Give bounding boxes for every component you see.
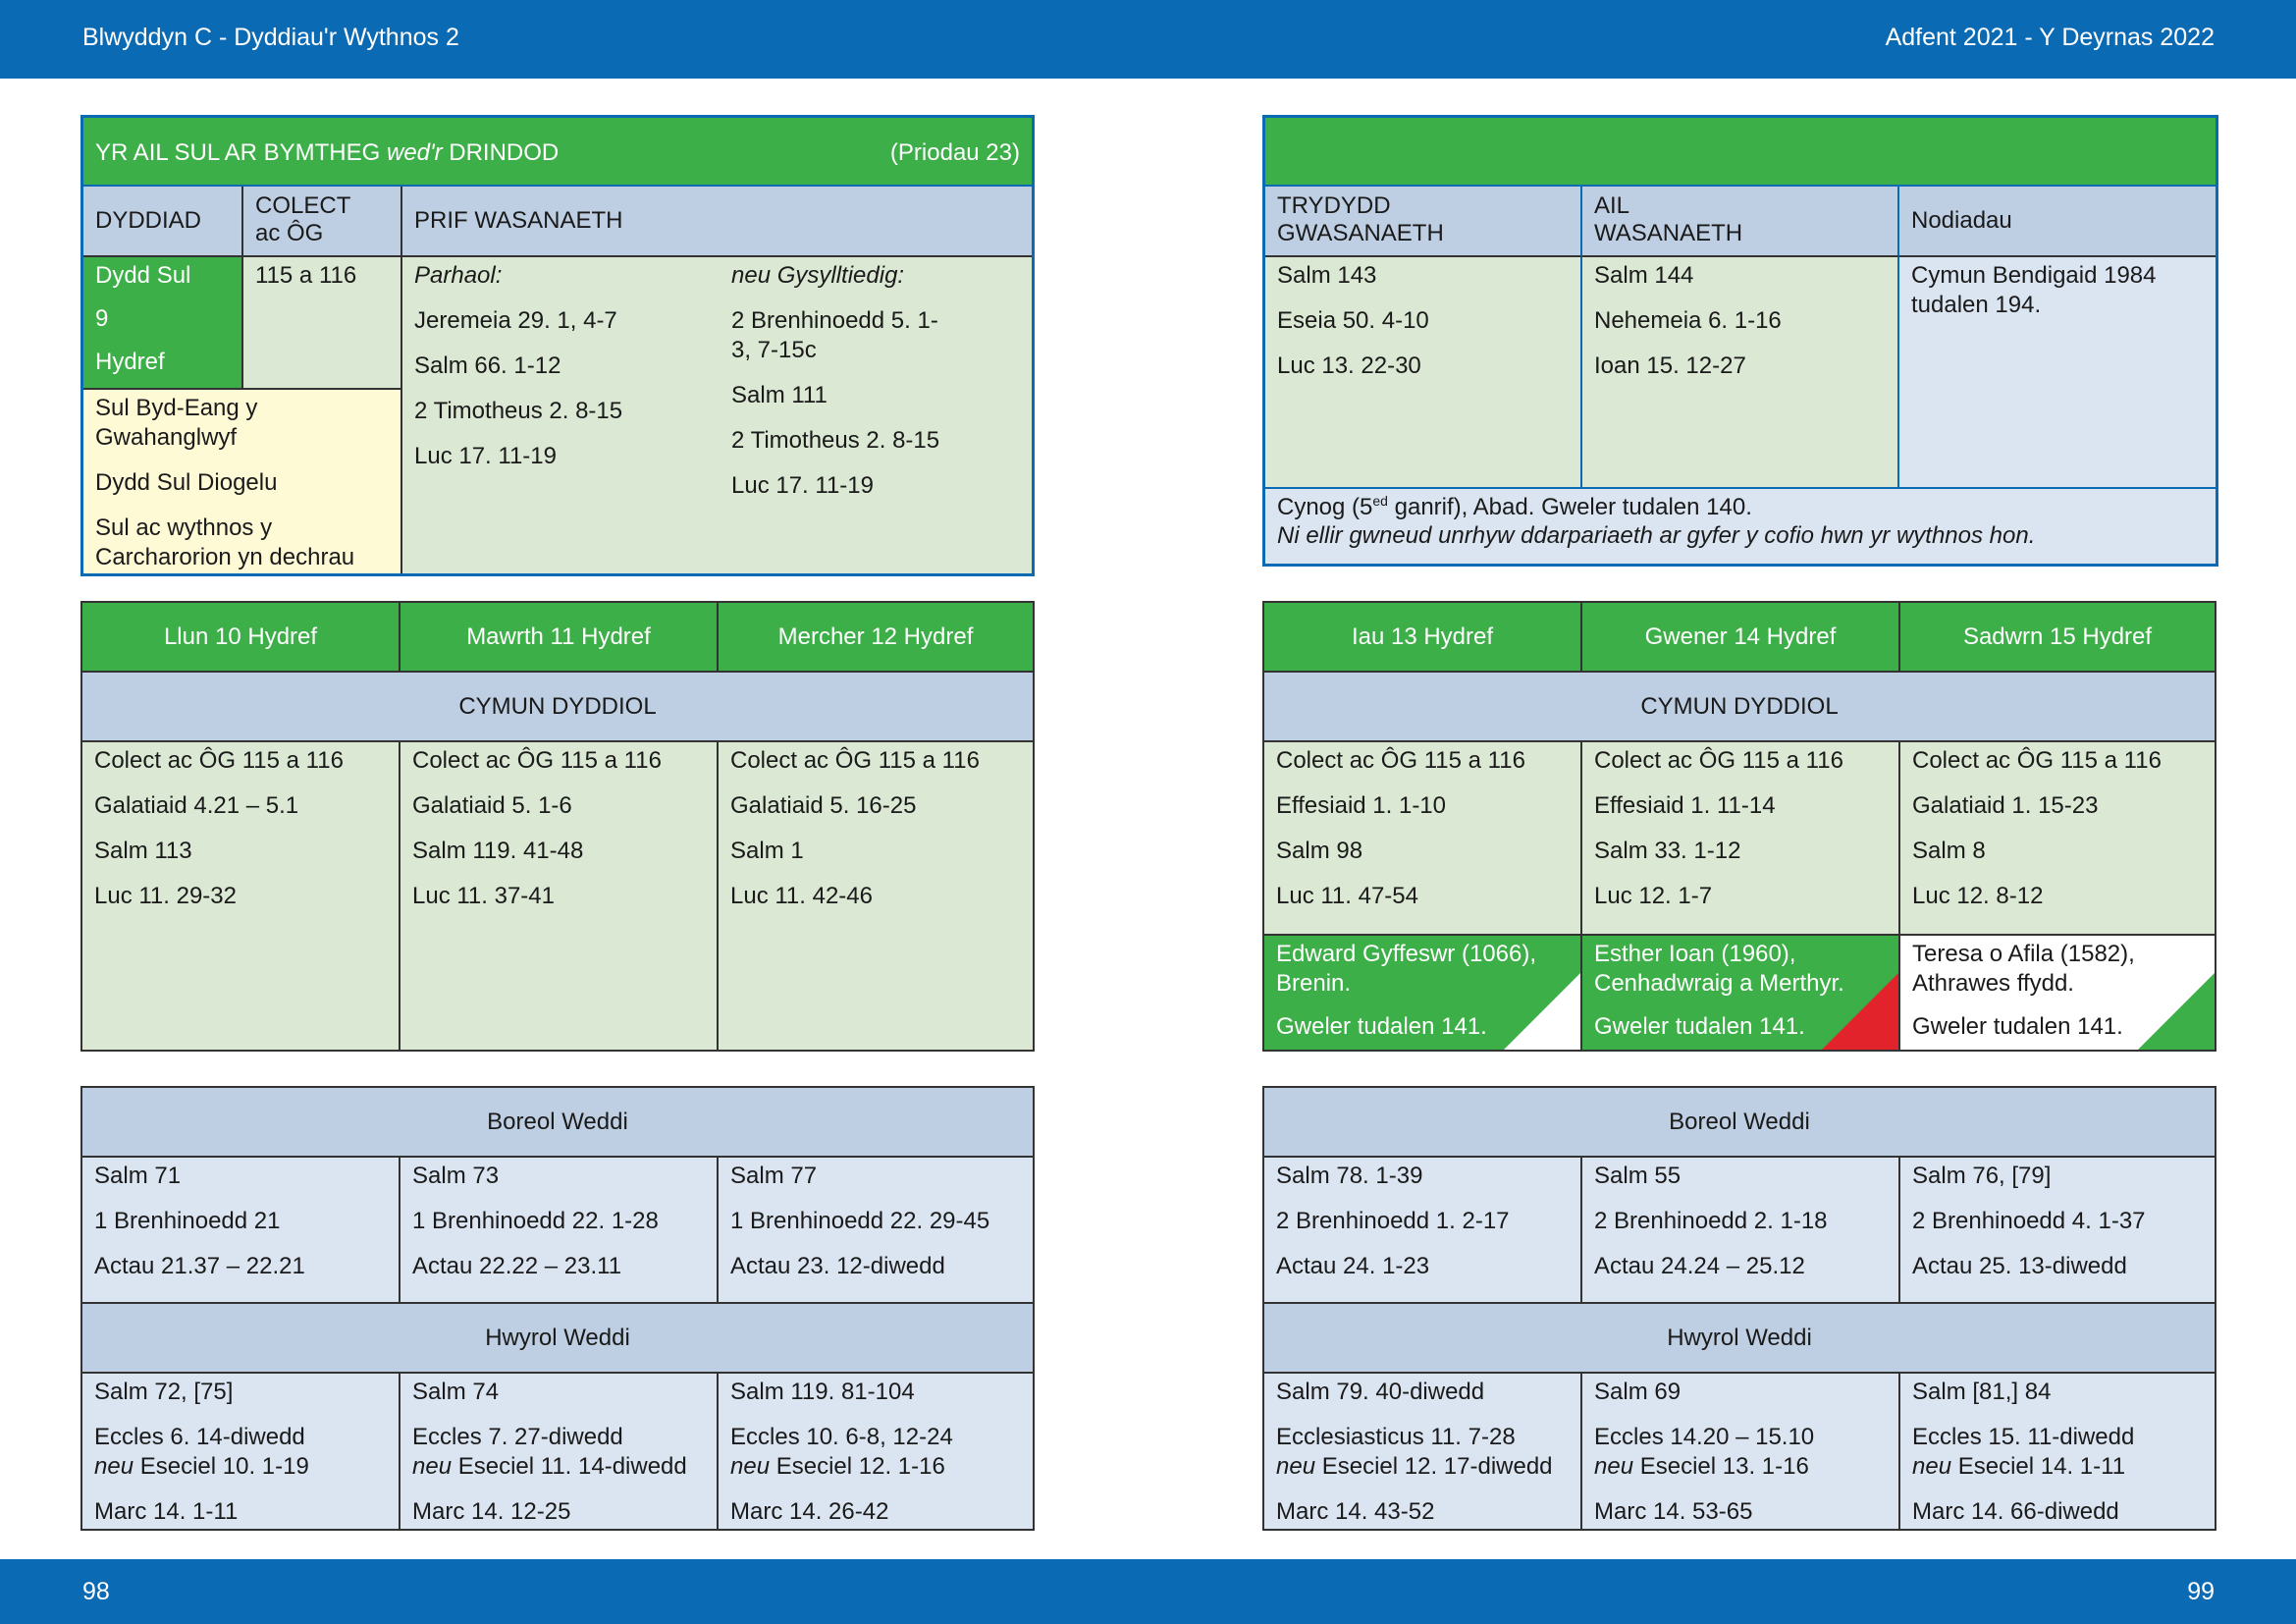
morning-fri: Salm 55 2 Brenhinoedd 2. 1-18 Actau 24.24 … (1582, 1158, 1900, 1304)
sunday-other-services-table: TRYDYDD GWASANAETH AIL WASANAETH Nodiadau … (1262, 115, 2218, 567)
morning-prayer-label: Boreol Weddi (82, 1088, 1035, 1158)
morning-prayer-label: Boreol Weddi (1264, 1088, 2216, 1158)
page-number-right: 99 (2187, 1578, 2215, 1605)
col-header-third-service: TRYDYDD GWASANAETH (1265, 187, 1582, 257)
col-header-main-service: PRIF WASANAETH (402, 187, 1032, 257)
readings-sat: Colect ac ÔG 115 a 116 Galatiaid 1. 15-23… (1900, 742, 2216, 936)
header-right-title: Adfent 2021 - Y Deyrnas 2022 (1885, 24, 2215, 51)
sunday-table: YR AIL SUL AR BYMTHEG wed'r DRINDOD (Pri… (80, 115, 1035, 576)
liturgical-colour-corner (2138, 973, 2215, 1050)
commemoration-fri: Esther Ioan (1960), Cenhadwraig a Merthy… (1582, 936, 1900, 1052)
morning-tue: Salm 73 1 Brenhinoedd 22. 1-28 Actau 22.22… (400, 1158, 719, 1304)
page-header: Blwyddyn C - Dyddiau'r Wythnos 2 Adfent … (0, 0, 2296, 79)
sunday-title-bar: YR AIL SUL AR BYMTHEG wed'r DRINDOD (Pri… (83, 118, 1032, 187)
commemoration-thu: Edward Gyffeswr (1066), Brenin. Gweler t… (1264, 936, 1582, 1052)
morning-mon: Salm 71 1 Brenhinoedd 21 Actau 21.37 – 22.… (82, 1158, 400, 1304)
daily-eucharist-label: CYMUN DYDDIOL (82, 673, 1035, 742)
commemoration-sat: Teresa o Afila (1582), Athrawes ffydd. G… (1900, 936, 2216, 1052)
sunday-notes: Cymun Bendigaid 1984 tudalen 194. (1899, 257, 2216, 489)
page-footer: 98 99 (0, 1559, 2296, 1624)
daily-office-table-right: Boreol Weddi Salm 78. 1-39 2 Brenhinoedd … (1262, 1086, 2216, 1531)
evening-prayer-label: Hwyrol Weddi (82, 1304, 1035, 1374)
col-header-date: DYDDIAD (83, 187, 243, 257)
sunday-observances: Sul Byd-Eang y Gwahanglwyf Dydd Sul Diog… (83, 390, 402, 573)
sunday-collect: 115 a 116 (243, 257, 402, 390)
readings-fri: Colect ac ÔG 115 a 116 Effesiaid 1. 11-14… (1582, 742, 1900, 936)
liturgical-colour-corner (1822, 973, 1898, 1050)
liturgical-colour-corner (1504, 973, 1580, 1050)
readings-mon: Colect ac ÔG 115 a 116 Galatiaid 4.21 – 5… (82, 742, 400, 1052)
day-header-sat: Sadwrn 15 Hydref (1900, 603, 2216, 673)
evening-thu: Salm 79. 40-diwedd Ecclesiasticus 11. 7-… (1264, 1374, 1582, 1531)
weekday-eucharist-table-right: Iau 13 Hydref Gwener 14 Hydref Sadwrn 15… (1262, 601, 2216, 1052)
morning-wed: Salm 77 1 Brenhinoedd 22. 29-45 Actau 23. … (719, 1158, 1035, 1304)
readings-wed: Colect ac ÔG 115 a 116 Galatiaid 5. 16-25… (719, 742, 1035, 1052)
evening-wed: Salm 119. 81-104 Eccles 10. 6-8, 12-24 n… (719, 1374, 1035, 1531)
sunday-reference: (Priodau 23) (889, 139, 1020, 166)
daily-eucharist-label: CYMUN DYDDIOL (1264, 673, 2216, 742)
sunday-main-readings: Parhaol: Jeremeia 29. 1, 4-7 Salm 66. 1-… (402, 257, 1032, 573)
col-header-collect: COLECT ac ÔG (243, 187, 402, 257)
related-readings: neu Gysylltiedig: 2 Brenhinoedd 5. 1-3, … (731, 262, 940, 499)
page-number-left: 98 (82, 1578, 110, 1605)
day-header-fri: Gwener 14 Hydref (1582, 603, 1900, 673)
day-header-wed: Mercher 12 Hydref (719, 603, 1035, 673)
evening-mon: Salm 72, [75] Eccles 6. 14-diwedd neu Es… (82, 1374, 400, 1531)
sunday-title: YR AIL SUL AR BYMTHEG wed'r DRINDOD (95, 139, 560, 166)
sunday-continuation-bar (1265, 118, 2216, 187)
second-service-readings: Salm 144 Nehemeia 6. 1-16 Ioan 15. 12-27 (1582, 257, 1899, 489)
weekday-eucharist-table-left: Llun 10 Hydref Mawrth 11 Hydref Mercher … (80, 601, 1035, 1052)
daily-office-table-left: Boreol Weddi Salm 71 1 Brenhinoedd 21 Acta… (80, 1086, 1035, 1531)
evening-prayer-label: Hwyrol Weddi (1264, 1304, 2216, 1374)
col-header-second-service: AIL WASANAETH (1582, 187, 1899, 257)
sunday-commemoration: Cynog (5ed ganrif), Abad. Gweler tudalen… (1265, 489, 2216, 564)
header-left-title: Blwyddyn C - Dyddiau'r Wythnos 2 (82, 24, 459, 51)
col-header-notes: Nodiadau (1899, 187, 2216, 257)
day-header-thu: Iau 13 Hydref (1264, 603, 1582, 673)
evening-tue: Salm 74 Eccles 7. 27-diwedd neu Eseciel … (400, 1374, 719, 1531)
evening-fri: Salm 69 Eccles 14.20 – 15.10 neu Eseciel… (1582, 1374, 1900, 1531)
morning-thu: Salm 78. 1-39 2 Brenhinoedd 1. 2-17 Actau … (1264, 1158, 1582, 1304)
third-service-readings: Salm 143 Eseia 50. 4-10 Luc 13. 22-30 (1265, 257, 1582, 489)
continuous-readings: Parhaol: Jeremeia 29. 1, 4-7 Salm 66. 1-… (414, 262, 623, 469)
day-header-tue: Mawrth 11 Hydref (400, 603, 719, 673)
day-header-mon: Llun 10 Hydref (82, 603, 400, 673)
sunday-date: Dydd Sul 9 Hydref (83, 257, 243, 390)
readings-thu: Colect ac ÔG 115 a 116 Effesiaid 1. 1-10 S… (1264, 742, 1582, 936)
evening-sat: Salm [81,] 84 Eccles 15. 11-diwedd neu E… (1900, 1374, 2216, 1531)
morning-sat: Salm 76, [79] 2 Brenhinoedd 4. 1-37 Actau … (1900, 1158, 2216, 1304)
readings-tue: Colect ac ÔG 115 a 116 Galatiaid 5. 1-6 Sa… (400, 742, 719, 1052)
